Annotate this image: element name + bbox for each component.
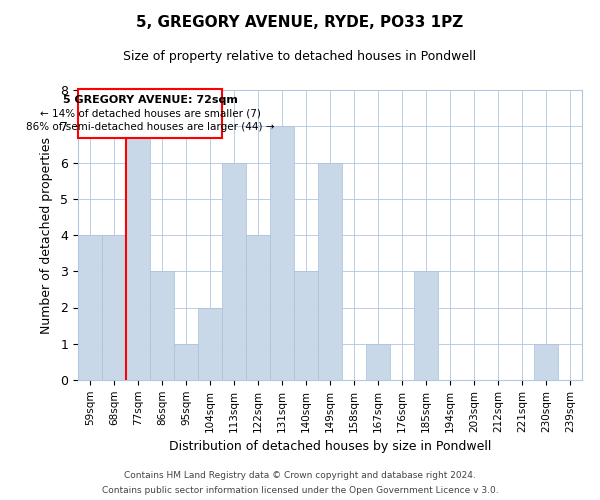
Bar [174, 344, 198, 380]
Text: Contains HM Land Registry data © Crown copyright and database right 2024.: Contains HM Land Registry data © Crown c… [124, 471, 476, 480]
Bar [294, 271, 318, 380]
Bar [246, 235, 270, 380]
Bar [318, 162, 342, 380]
Bar [198, 308, 222, 380]
Bar [102, 235, 126, 380]
Bar [126, 126, 150, 380]
Bar [366, 344, 390, 380]
Bar [150, 271, 174, 380]
FancyBboxPatch shape [79, 90, 221, 138]
Bar [270, 126, 294, 380]
Bar [78, 235, 102, 380]
Text: Contains public sector information licensed under the Open Government Licence v : Contains public sector information licen… [101, 486, 499, 495]
Bar [534, 344, 558, 380]
Text: Size of property relative to detached houses in Pondwell: Size of property relative to detached ho… [124, 50, 476, 63]
Text: 5, GREGORY AVENUE, RYDE, PO33 1PZ: 5, GREGORY AVENUE, RYDE, PO33 1PZ [136, 15, 464, 30]
X-axis label: Distribution of detached houses by size in Pondwell: Distribution of detached houses by size … [169, 440, 491, 453]
Y-axis label: Number of detached properties: Number of detached properties [40, 136, 53, 334]
Text: 86% of semi-detached houses are larger (44) →: 86% of semi-detached houses are larger (… [26, 122, 274, 132]
Text: 5 GREGORY AVENUE: 72sqm: 5 GREGORY AVENUE: 72sqm [62, 95, 238, 105]
Bar [222, 162, 246, 380]
Bar [414, 271, 438, 380]
Text: ← 14% of detached houses are smaller (7): ← 14% of detached houses are smaller (7) [40, 108, 260, 118]
